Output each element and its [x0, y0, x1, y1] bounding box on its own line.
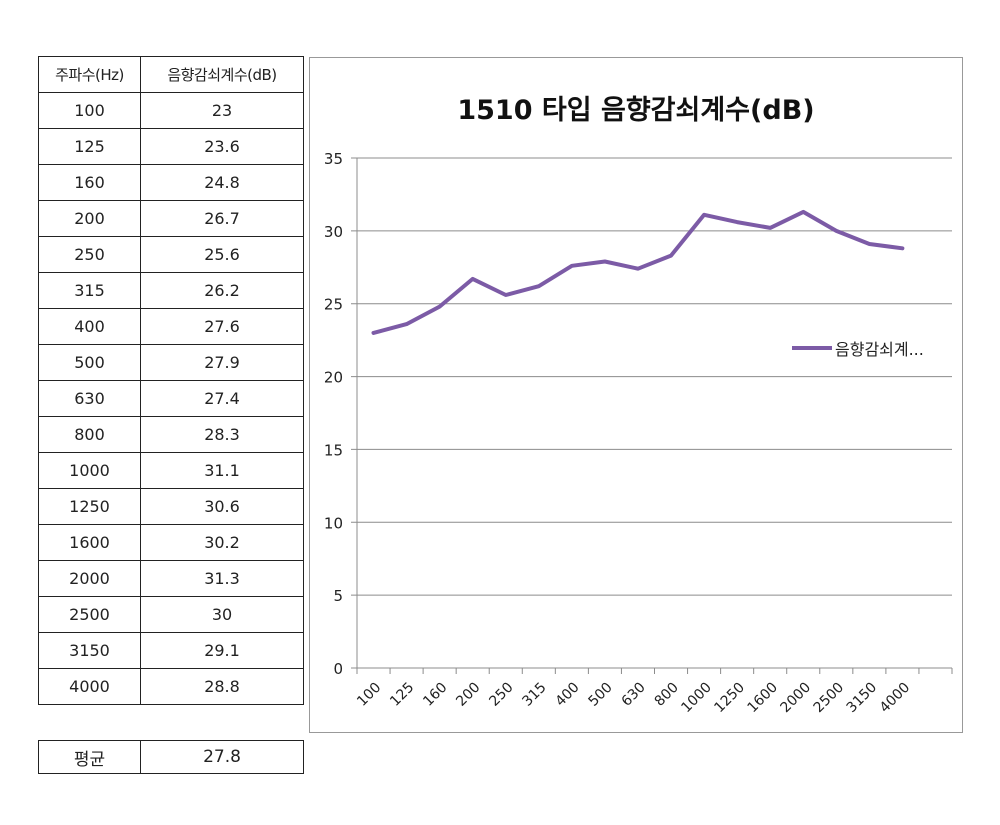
table-row: 100 23 [38, 92, 304, 129]
average-value: 27.8 [140, 740, 304, 774]
frequency-cell: 800 [38, 416, 141, 453]
x-tick-label: 1250 [711, 680, 748, 717]
frequency-cell: 630 [38, 380, 141, 417]
table-row: 500 27.9 [38, 344, 304, 381]
x-tick-label: 500 [586, 680, 616, 710]
attenuation-cell: 30.2 [140, 524, 304, 561]
average-row: 평균 27.8 [38, 740, 304, 774]
frequency-cell: 200 [38, 200, 141, 237]
attenuation-cell: 30 [140, 596, 304, 633]
frequency-cell: 400 [38, 308, 141, 345]
x-tick-label: 400 [552, 680, 582, 710]
table-row: 4000 28.8 [38, 668, 304, 705]
chart-container: 1510 타입 음향감쇠계수(dB) 0 5 10 15 20 25 30 35 100 125 1… [309, 57, 963, 733]
x-tick-label: 250 [486, 680, 516, 710]
table-row: 315 26.2 [38, 272, 304, 309]
y-tick-label: 25 [324, 296, 343, 314]
x-tick-label: 1600 [745, 680, 782, 717]
frequency-cell: 3150 [38, 632, 141, 669]
header-frequency: 주파수(Hz) [38, 56, 141, 93]
attenuation-cell: 23.6 [140, 128, 304, 165]
attenuation-cell: 26.7 [140, 200, 304, 237]
attenuation-cell: 30.6 [140, 488, 304, 525]
frequency-cell: 1000 [38, 452, 141, 489]
attenuation-cell: 27.4 [140, 380, 304, 417]
frequency-cell: 160 [38, 164, 141, 201]
table-row: 630 27.4 [38, 380, 304, 417]
frequency-cell: 100 [38, 92, 141, 129]
legend: 음향감쇠계... [792, 336, 924, 360]
header-attenuation: 음향감쇠계수(dB) [140, 56, 304, 93]
frequency-cell: 4000 [38, 668, 141, 705]
x-tick-label: 200 [453, 680, 483, 710]
x-tick-label: 160 [420, 680, 450, 710]
table-row: 160 24.8 [38, 164, 304, 201]
line-chart: 0 5 10 15 20 25 30 35 100 125 160 200 250 315 400 500 63… [324, 150, 953, 717]
x-tick-label: 2500 [811, 680, 848, 717]
table-row: 200 26.7 [38, 200, 304, 237]
attenuation-cell: 31.1 [140, 452, 304, 489]
y-tick-label: 5 [333, 587, 343, 605]
x-tick-label: 2000 [778, 680, 815, 717]
table-row: 3150 29.1 [38, 632, 304, 669]
y-tick-label: 0 [333, 660, 343, 678]
y-tick-label: 30 [324, 223, 343, 241]
frequency-cell: 125 [38, 128, 141, 165]
x-tick-label: 1000 [678, 680, 715, 717]
attenuation-cell: 26.2 [140, 272, 304, 309]
attenuation-cell: 28.3 [140, 416, 304, 453]
frequency-cell: 1250 [38, 488, 141, 525]
y-tick-label: 35 [324, 150, 343, 168]
table-header-row: 주파수(Hz) 음향감쇠계수(dB) [38, 56, 304, 93]
x-tick-label: 630 [619, 680, 649, 710]
table-row: 2500 30 [38, 596, 304, 633]
x-tick-label: 4000 [877, 680, 914, 717]
frequency-cell: 2000 [38, 560, 141, 597]
attenuation-cell: 31.3 [140, 560, 304, 597]
y-tick-label: 20 [324, 369, 343, 387]
y-tick-label: 10 [324, 514, 343, 532]
attenuation-cell: 23 [140, 92, 304, 129]
attenuation-cell: 29.1 [140, 632, 304, 669]
x-tick-label: 100 [354, 680, 384, 710]
frequency-cell: 500 [38, 344, 141, 381]
table-row: 1600 30.2 [38, 524, 304, 561]
table-row: 1250 30.6 [38, 488, 304, 525]
chart-title: 1510 타입 음향감쇠계수(dB) [457, 95, 815, 126]
legend-label: 음향감쇠계... [835, 340, 924, 359]
attenuation-cell: 25.6 [140, 236, 304, 273]
attenuation-cell: 27.6 [140, 308, 304, 345]
series-line [371, 209, 905, 335]
table-row: 400 27.6 [38, 308, 304, 345]
table-row: 800 28.3 [38, 416, 304, 453]
data-table: 주파수(Hz) 음향감쇠계수(dB) 100 23 125 23.6 160 24.8 20… [38, 56, 304, 705]
table-row: 125 23.6 [38, 128, 304, 165]
table-row: 2000 31.3 [38, 560, 304, 597]
frequency-cell: 1600 [38, 524, 141, 561]
attenuation-cell: 24.8 [140, 164, 304, 201]
average-label: 평균 [38, 740, 141, 774]
average-table: 평균 27.8 [38, 740, 304, 774]
table-row: 1000 31.1 [38, 452, 304, 489]
legend-line-swatch [792, 346, 832, 350]
frequency-cell: 2500 [38, 596, 141, 633]
x-tick-label: 125 [387, 680, 417, 710]
frequency-cell: 315 [38, 272, 141, 309]
y-tick-label: 15 [324, 441, 343, 459]
table-row: 250 25.6 [38, 236, 304, 273]
attenuation-cell: 27.9 [140, 344, 304, 381]
x-tick-label: 800 [652, 680, 682, 710]
x-tick-label: 315 [519, 680, 549, 710]
attenuation-cell: 28.8 [140, 668, 304, 705]
frequency-cell: 250 [38, 236, 141, 273]
x-tick-label: 3150 [844, 680, 881, 717]
